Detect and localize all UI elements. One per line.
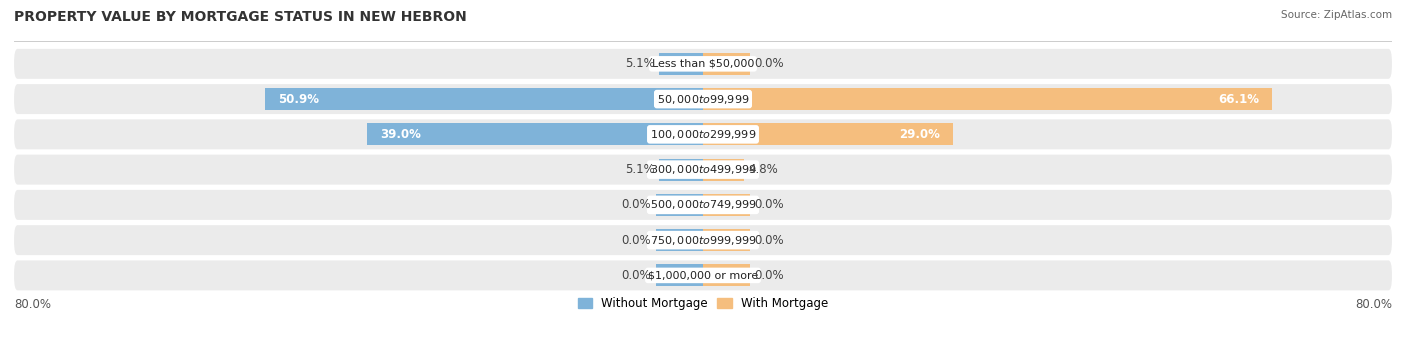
Text: 0.0%: 0.0%: [621, 269, 651, 282]
FancyBboxPatch shape: [14, 119, 1392, 149]
Bar: [703, 265, 751, 286]
Text: $1,000,000 or more: $1,000,000 or more: [648, 270, 758, 280]
Text: Less than $50,000: Less than $50,000: [652, 59, 754, 69]
Text: $750,000 to $999,999: $750,000 to $999,999: [650, 234, 756, 247]
Bar: [703, 194, 751, 216]
Bar: [703, 159, 744, 180]
Bar: [703, 53, 751, 75]
Text: 66.1%: 66.1%: [1219, 93, 1260, 106]
FancyBboxPatch shape: [14, 225, 1392, 255]
Text: 80.0%: 80.0%: [14, 298, 51, 311]
Text: 29.0%: 29.0%: [898, 128, 939, 141]
Bar: [264, 88, 703, 110]
Text: Source: ZipAtlas.com: Source: ZipAtlas.com: [1281, 10, 1392, 20]
Text: 0.0%: 0.0%: [621, 234, 651, 247]
Text: 0.0%: 0.0%: [621, 198, 651, 211]
Text: 0.0%: 0.0%: [755, 269, 785, 282]
Bar: [703, 88, 1272, 110]
Bar: [703, 123, 953, 145]
Bar: [703, 229, 751, 251]
Bar: [655, 194, 703, 216]
Bar: [655, 265, 703, 286]
Text: 4.8%: 4.8%: [748, 163, 779, 176]
FancyBboxPatch shape: [14, 84, 1392, 114]
Text: 80.0%: 80.0%: [1355, 298, 1392, 311]
FancyBboxPatch shape: [14, 190, 1392, 220]
Legend: Without Mortgage, With Mortgage: Without Mortgage, With Mortgage: [574, 293, 832, 315]
Text: 5.1%: 5.1%: [626, 163, 655, 176]
Text: 0.0%: 0.0%: [755, 234, 785, 247]
FancyBboxPatch shape: [14, 261, 1392, 291]
Bar: [659, 53, 703, 75]
Text: 39.0%: 39.0%: [380, 128, 420, 141]
Text: $300,000 to $499,999: $300,000 to $499,999: [650, 163, 756, 176]
Text: 0.0%: 0.0%: [755, 198, 785, 211]
FancyBboxPatch shape: [14, 49, 1392, 79]
Text: PROPERTY VALUE BY MORTGAGE STATUS IN NEW HEBRON: PROPERTY VALUE BY MORTGAGE STATUS IN NEW…: [14, 10, 467, 24]
Text: 50.9%: 50.9%: [277, 93, 319, 106]
Text: $50,000 to $99,999: $50,000 to $99,999: [657, 93, 749, 106]
FancyBboxPatch shape: [14, 154, 1392, 184]
Bar: [655, 229, 703, 251]
Text: $500,000 to $749,999: $500,000 to $749,999: [650, 198, 756, 211]
Text: 0.0%: 0.0%: [755, 57, 785, 70]
Bar: [367, 123, 703, 145]
Text: 5.1%: 5.1%: [626, 57, 655, 70]
Bar: [659, 159, 703, 180]
Text: $100,000 to $299,999: $100,000 to $299,999: [650, 128, 756, 141]
